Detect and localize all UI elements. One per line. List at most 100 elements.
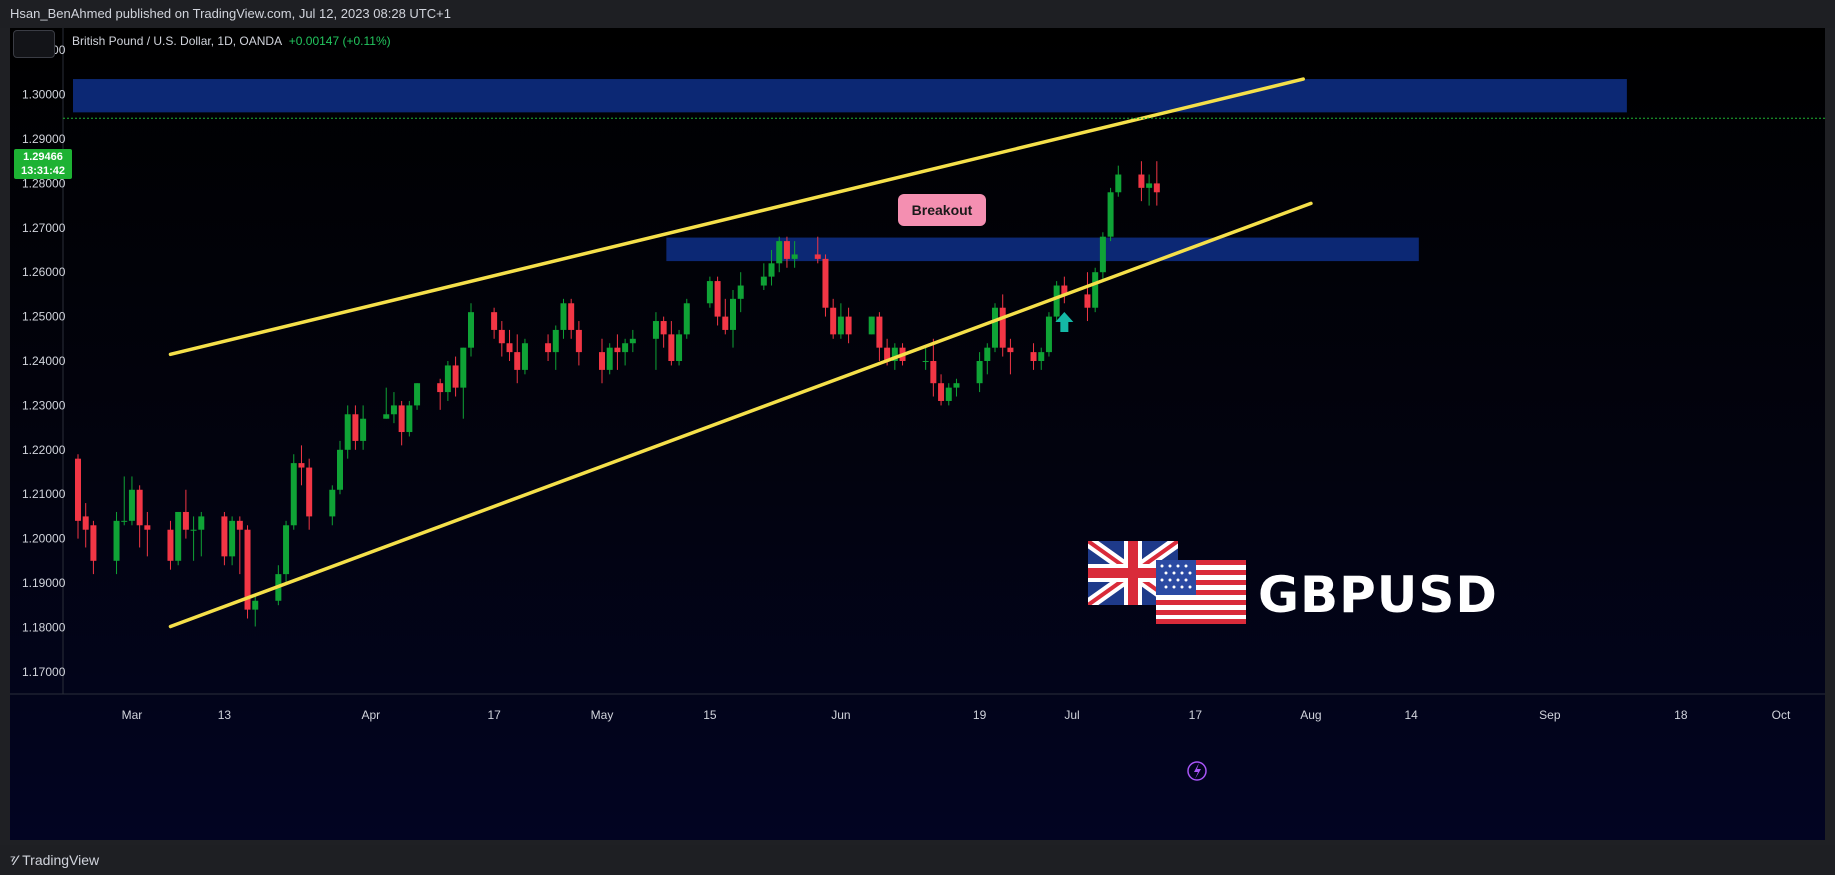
candle-body	[283, 525, 290, 575]
candle-body	[984, 347, 991, 361]
y-tick-label: 1.19000	[22, 576, 66, 590]
y-tick-label: 1.30000	[22, 88, 66, 102]
candle-body	[614, 347, 621, 353]
candle-body	[167, 529, 174, 561]
x-tick-label: Oct	[1772, 708, 1791, 722]
candle-body	[1007, 347, 1014, 353]
candle-body	[999, 307, 1006, 348]
candle-body	[652, 321, 659, 339]
candle-body	[552, 329, 559, 353]
breakout-label: Breakout	[898, 194, 986, 226]
us-flag-icon	[1156, 560, 1246, 624]
candle-body	[830, 307, 837, 335]
lightning-icon	[1187, 761, 1207, 781]
y-tick-label: 1.23000	[22, 398, 66, 412]
candle-body	[668, 334, 675, 361]
price-chart[interactable]: 1.310001.300001.290001.280001.270001.260…	[10, 28, 1825, 840]
candle-body	[976, 361, 983, 384]
legend-toggle-button[interactable]	[13, 30, 55, 58]
candle-body	[337, 449, 343, 490]
candle-body	[575, 329, 582, 353]
candle-body	[791, 254, 798, 259]
candle-body	[568, 303, 575, 330]
teal-up-arrow-icon	[1055, 312, 1074, 332]
candle-body	[599, 352, 605, 370]
candle-body	[938, 383, 945, 401]
supply-demand-zone	[73, 79, 1627, 113]
x-tick-label: May	[591, 708, 614, 722]
candle-body	[352, 414, 359, 441]
candle-body	[953, 383, 960, 388]
symbol-legend[interactable]: British Pound / U.S. Dollar, 1D, OANDA +…	[72, 34, 391, 48]
candle-body	[930, 361, 937, 384]
candle-body	[1107, 192, 1114, 237]
candle-body	[1115, 174, 1122, 193]
candle-body	[398, 405, 405, 433]
candle-body	[706, 281, 713, 304]
candle-body	[876, 316, 883, 348]
candle-body	[714, 281, 721, 317]
candle-body	[198, 516, 205, 530]
candle-body	[414, 383, 421, 406]
y-tick-label: 1.26000	[22, 265, 66, 279]
last-price-value: 1.29466	[23, 151, 63, 163]
candle-body	[1092, 272, 1099, 308]
candle-body	[383, 414, 390, 419]
candle-body	[236, 520, 243, 530]
candle-body	[1146, 183, 1153, 188]
lightning-bolt-icon	[1194, 763, 1201, 779]
candle-body	[182, 511, 189, 530]
x-tick-label: 19	[973, 708, 987, 722]
candle-body	[545, 343, 552, 353]
candle-body	[90, 525, 97, 561]
x-tick-label: 15	[703, 708, 717, 722]
y-tick-label: 1.21000	[22, 487, 66, 501]
candle-body	[506, 343, 513, 353]
x-tick-label: 13	[218, 708, 232, 722]
candle-body	[360, 418, 367, 441]
x-tick-label: 14	[1404, 708, 1418, 722]
candle-body	[252, 600, 259, 610]
candle-body	[498, 329, 505, 344]
candle-body	[244, 529, 251, 610]
candle-body	[1153, 183, 1160, 193]
footer-brand[interactable]: TradingView	[22, 852, 100, 868]
candle-body	[113, 520, 120, 561]
y-tick-label: 1.20000	[22, 532, 66, 546]
candle-body	[390, 405, 397, 415]
publisher-bar: Hsan_BenAhmed published on TradingView.c…	[0, 0, 1835, 28]
candle-body	[175, 511, 182, 561]
candle-body	[521, 343, 528, 370]
x-tick-label: Jul	[1064, 708, 1079, 722]
y-tick-label: 1.24000	[22, 354, 66, 368]
candle-body	[783, 241, 790, 259]
y-tick-label: 1.29000	[22, 132, 66, 146]
y-tick-label: 1.27000	[22, 221, 66, 235]
candle-body	[1045, 316, 1052, 353]
x-tick-label: Apr	[361, 708, 380, 722]
candle-body	[730, 298, 736, 330]
candle-body	[992, 307, 998, 348]
candle-body	[683, 303, 690, 335]
candle-body	[814, 254, 821, 259]
candle-body	[298, 463, 305, 468]
candle-body	[144, 525, 151, 530]
candle-body	[290, 463, 297, 526]
candle-body	[306, 467, 313, 517]
trendline	[168, 77, 1305, 357]
candle-body	[822, 258, 829, 308]
candle-body	[444, 365, 451, 393]
y-tick-label: 1.28000	[22, 176, 66, 190]
candle-body	[722, 316, 729, 330]
tradingview-logo-icon[interactable]: ⁷⁄	[10, 852, 17, 868]
chart-area[interactable]: 1.310001.300001.290001.280001.270001.260…	[10, 28, 1825, 840]
x-tick-label: 17	[487, 708, 501, 722]
candle-body	[190, 529, 197, 531]
candle-body	[468, 312, 474, 348]
candle-body	[460, 347, 467, 388]
candle-body	[1138, 174, 1145, 188]
candle-body	[1061, 285, 1068, 295]
x-tick-label: 18	[1674, 708, 1688, 722]
candle-body	[676, 334, 683, 361]
candle-body	[737, 285, 744, 299]
